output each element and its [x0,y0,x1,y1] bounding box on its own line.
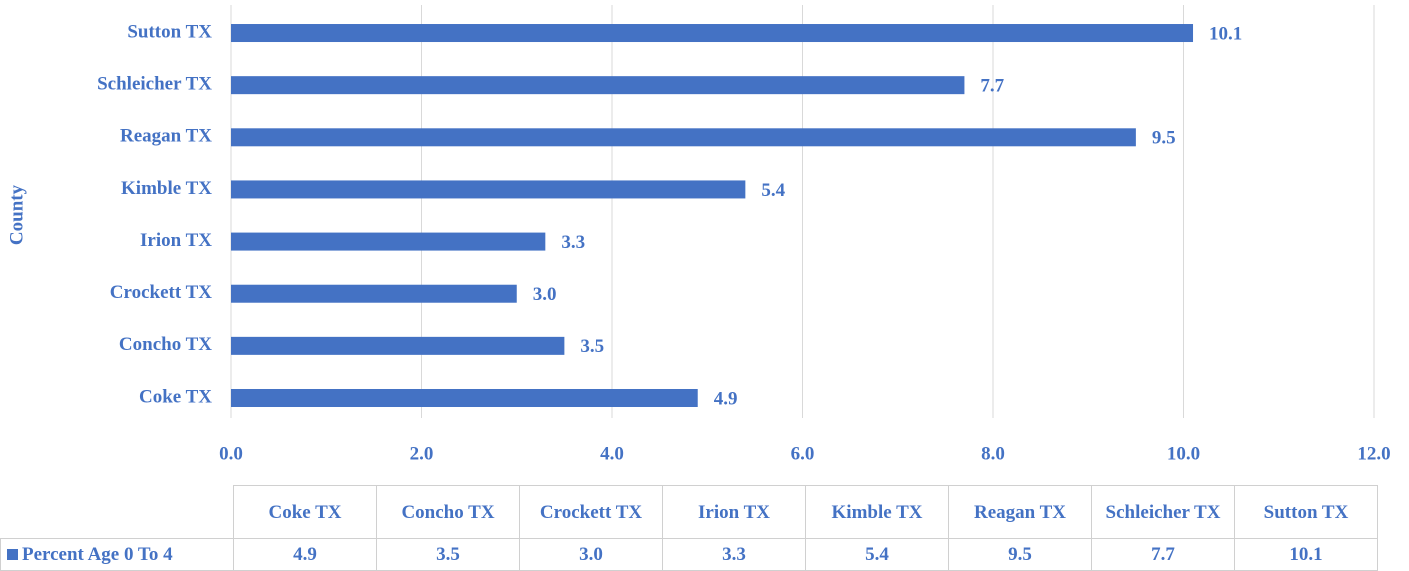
bar [231,336,565,355]
data-label: 10.1 [1209,23,1242,44]
table-corner [0,485,234,539]
x-tick-label: 2.0 [410,443,434,464]
x-tick-label: 0.0 [219,443,243,464]
bar [231,24,1194,43]
x-tick-label: 12.0 [1357,443,1390,464]
data-label: 3.0 [533,284,557,305]
series-label: Percent Age 0 To 4 [0,538,234,571]
table-row: Percent Age 0 To 4 4.9 3.5 3.0 3.3 5.4 9.5 7.7 1… [0,538,1378,571]
y-tick-label: Coke TX [139,386,212,407]
y-tick-label: Concho TX [119,334,212,355]
y-tick-label: Schleicher TX [97,74,212,95]
bar [231,180,746,199]
table-value: 9.5 [948,538,1092,571]
data-label: 9.5 [1152,128,1176,149]
table-value: 10.1 [1234,538,1378,571]
x-tick-label: 10.0 [1167,443,1200,464]
table-value: 3.5 [376,538,520,571]
x-tick-label: 6.0 [791,443,815,464]
table-category: Kimble TX [805,485,949,539]
y-axis-label: County [6,184,27,245]
data-table: Coke TX Concho TX Crockett TX Irion TX Kimbl… [0,485,1378,571]
table-category: Concho TX [376,485,520,539]
table-value: 7.7 [1091,538,1235,571]
y-tick-label: Kimble TX [121,178,212,199]
y-tick-label: Crockett TX [110,282,212,303]
table-category: Crockett TX [519,485,663,539]
table-value: 3.3 [662,538,806,571]
table-category: Sutton TX [1234,485,1378,539]
table-category: Schleicher TX [1091,485,1235,539]
table-category: Irion TX [662,485,806,539]
chart: County 0.0 2.0 4.0 6.0 8.0 10.0 12.0 Coke TX 4.9… [6,5,1391,464]
bar [231,128,1136,147]
y-tick-label: Reagan TX [120,126,212,147]
table-category: Coke TX [233,485,377,539]
x-tick-label: 4.0 [600,443,624,464]
y-tick-label: Irion TX [140,230,212,251]
bar [231,284,517,303]
data-label: 5.4 [761,180,785,201]
table-category: Reagan TX [948,485,1092,539]
bar [231,389,698,407]
data-label: 3.5 [580,336,604,357]
x-tick-label: 8.0 [981,443,1005,464]
table-value: 3.0 [519,538,663,571]
legend-label: Percent Age 0 To 4 [22,544,173,565]
data-label: 3.3 [561,232,585,253]
bar [231,76,965,95]
table-value: 4.9 [233,538,377,571]
table-header: Coke TX Concho TX Crockett TX Irion TX Kimbl… [0,485,1378,539]
legend-key [7,549,18,560]
bar [231,232,546,251]
data-label: 4.9 [714,388,738,409]
table-value: 5.4 [805,538,949,571]
y-tick-label: Sutton TX [127,21,212,42]
data-label: 7.7 [980,76,1004,97]
